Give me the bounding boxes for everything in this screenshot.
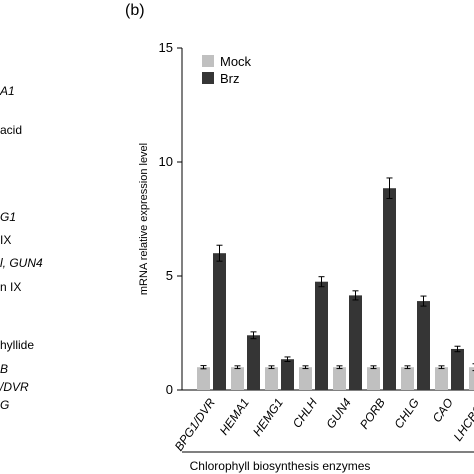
bar-brz bbox=[315, 281, 328, 390]
bar-mock bbox=[231, 367, 244, 390]
left-fragment-line: acid bbox=[0, 123, 23, 137]
left-fragment-line: hyllide bbox=[0, 338, 35, 352]
bar-brz bbox=[349, 295, 362, 390]
category-label: HEMG1 bbox=[250, 396, 286, 439]
legend-swatch-brz bbox=[202, 72, 214, 84]
bar-mock bbox=[401, 367, 414, 390]
bar-mock bbox=[333, 367, 346, 390]
bar-brz bbox=[451, 348, 464, 390]
x-axis-title: Chlorophyll biosynthesis enzymes bbox=[190, 459, 371, 473]
left-panel-fragment: A1 acid G1 IX l, GUN4 n IX hyllide B/DVR G bbox=[0, 0, 110, 474]
bar-mock bbox=[469, 367, 474, 390]
bar-mock bbox=[299, 367, 312, 390]
left-fragment-line: IX bbox=[0, 233, 12, 247]
left-fragment-line: /DVR bbox=[0, 380, 29, 394]
bar-mock bbox=[435, 367, 448, 390]
category-label: BPG1/DVR bbox=[172, 395, 218, 453]
y-tick-label: 0 bbox=[166, 382, 173, 397]
legend-label: Brz bbox=[220, 71, 240, 86]
left-fragment-line: A1 bbox=[0, 84, 15, 98]
bar-brz bbox=[417, 301, 430, 390]
category-label: GUN4 bbox=[323, 395, 354, 431]
category-label: PORB bbox=[357, 396, 388, 432]
bar-mock bbox=[367, 367, 380, 390]
left-fragment-line: B bbox=[0, 362, 9, 376]
bar-mock bbox=[265, 367, 278, 390]
category-label: CHLG bbox=[391, 396, 422, 431]
category-label: HEMA1 bbox=[217, 396, 252, 438]
bar-brz bbox=[383, 188, 396, 390]
y-axis-title: mRNA relative expression level bbox=[138, 143, 150, 295]
panel-label: (b) bbox=[125, 2, 145, 19]
legend-label: Mock bbox=[220, 54, 252, 69]
bar-brz bbox=[213, 253, 226, 390]
left-fragment-line: n IX bbox=[0, 280, 22, 294]
bar-mock bbox=[197, 367, 210, 390]
bar-brz bbox=[247, 335, 260, 390]
left-fragment-line: G1 bbox=[0, 210, 17, 224]
y-tick-label: 10 bbox=[159, 154, 173, 169]
left-fragment-line: G bbox=[0, 398, 10, 412]
y-tick-label: 15 bbox=[159, 40, 173, 55]
legend-swatch-mock bbox=[202, 55, 214, 67]
category-label: CHLH bbox=[290, 395, 320, 430]
bar-brz bbox=[281, 359, 294, 390]
category-label: CAO bbox=[430, 396, 456, 425]
left-fragment-line: l, GUN4 bbox=[0, 256, 43, 270]
y-tick-label: 5 bbox=[166, 268, 173, 283]
